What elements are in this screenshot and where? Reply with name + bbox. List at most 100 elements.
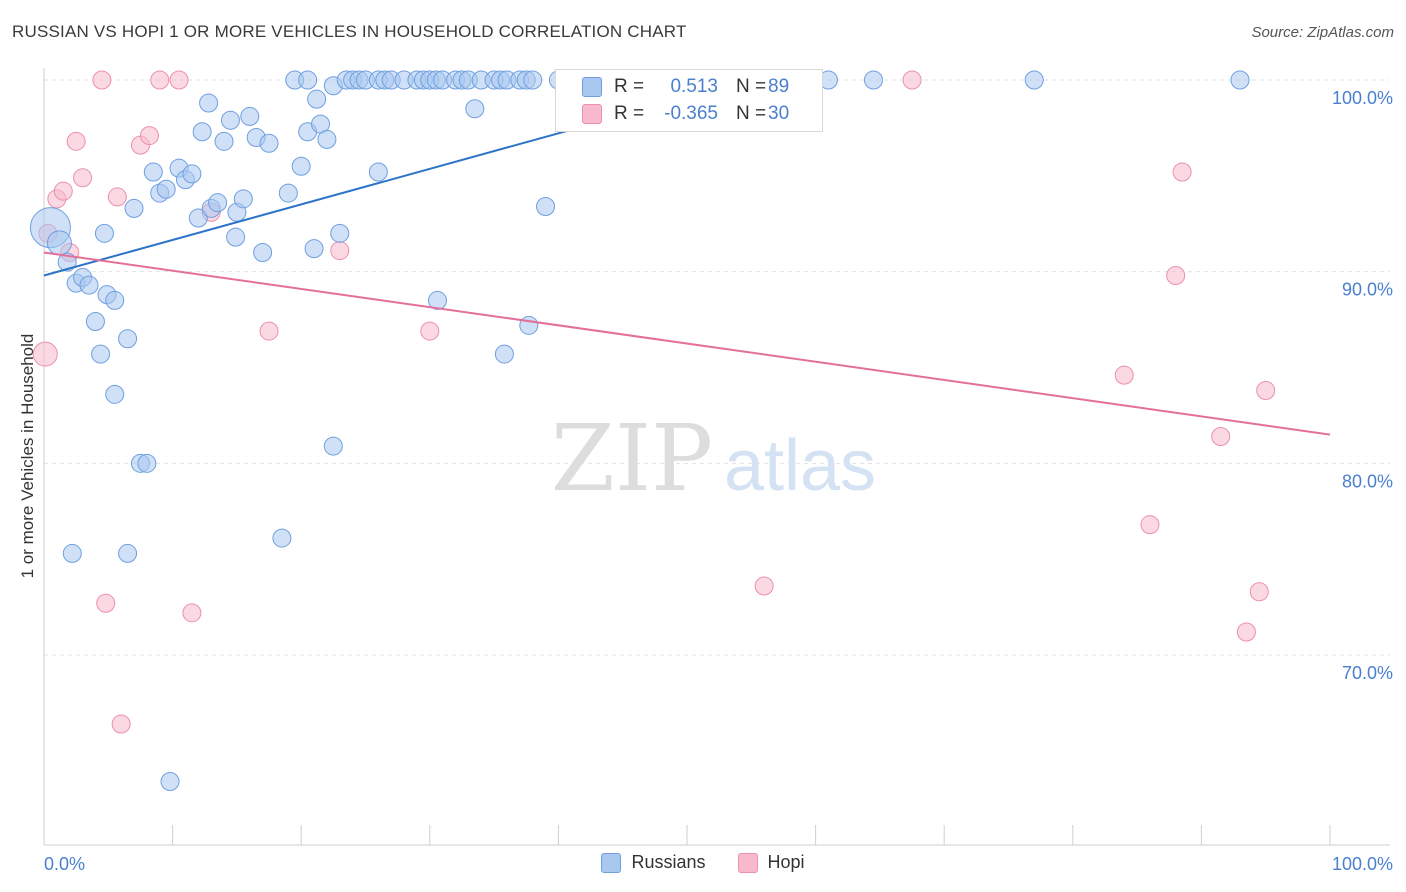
russian-point (494, 344, 514, 364)
y-tick-labels: 100.0% 90.0% 80.0% 70.0% (1332, 88, 1393, 683)
legend-row-russians: R = 0.513 N = 89 (556, 74, 789, 100)
hopi-points (32, 70, 1276, 734)
russian-point (182, 164, 202, 184)
source-label: Source: ZipAtlas.com (1251, 24, 1394, 41)
hopi-point (66, 131, 86, 151)
russian-point (317, 129, 337, 149)
russian-point (298, 70, 318, 90)
legend-swatch-hopi (737, 852, 758, 873)
russian-point (57, 252, 77, 272)
legend-r-label: R = (614, 103, 645, 124)
russian-point (233, 189, 253, 209)
russian-point (192, 122, 212, 142)
legend-r-value-russians: 0.513 (670, 76, 718, 97)
x-ticks (43, 825, 1331, 845)
russian-point (519, 315, 539, 335)
watermark-zip: ZIP (551, 405, 713, 512)
legend-n-value-hopi: 30 (768, 103, 790, 124)
hopi-point (169, 70, 189, 90)
hopi-point (32, 341, 58, 367)
legend-label-russians: Russians (631, 852, 706, 872)
russian-point (240, 106, 260, 126)
hopi-point (53, 181, 73, 201)
watermark: ZIP atlas (551, 405, 876, 512)
y-tick-label: 70.0% (1342, 663, 1393, 683)
legend-n-label: N = (736, 103, 767, 124)
russian-point (523, 70, 543, 90)
legend-swatch-hopi (582, 104, 602, 124)
hopi-point (96, 593, 116, 613)
y-tick-label: 80.0% (1342, 471, 1393, 491)
legend-row-hopi: R = -0.365 N = 30 (556, 101, 789, 127)
hopi-point (1114, 365, 1134, 385)
hopi-point (1256, 381, 1276, 400)
russian-point (160, 772, 180, 791)
hopi-point (1236, 622, 1256, 642)
legend-n-label: N = (736, 76, 767, 97)
russian-point (465, 99, 485, 119)
watermark-atlas: atlas (724, 426, 876, 506)
x-tick-label-min: 0.0% (44, 854, 85, 874)
axes (43, 68, 1390, 846)
x-tick-label-max: 100.0% (1332, 854, 1393, 874)
russian-point (1230, 70, 1250, 90)
russian-point (46, 230, 72, 256)
russian-point (226, 227, 246, 247)
hopi-point (1172, 162, 1192, 182)
russian-point (105, 384, 125, 404)
russian-point (863, 70, 883, 90)
hopi-point (330, 241, 350, 261)
y-tick-label: 100.0% (1332, 88, 1393, 108)
hopi-trend-line (43, 251, 1331, 436)
russian-point (259, 133, 279, 153)
hopi-point (73, 168, 93, 188)
russian-point (85, 312, 105, 331)
russian-point (94, 223, 114, 243)
hopi-point (182, 603, 202, 623)
hopi-point (1249, 582, 1269, 602)
legend-item-russians[interactable]: Russians (601, 852, 706, 873)
russian-point (323, 436, 343, 456)
russian-point (105, 290, 125, 310)
russian-point (137, 453, 157, 473)
russian-point (143, 162, 163, 182)
hopi-point (754, 576, 774, 596)
russian-point (62, 543, 82, 563)
russian-point (156, 179, 176, 199)
russian-point (272, 528, 292, 548)
chart-title: RUSSIAN VS HOPI 1 OR MORE VEHICLES IN HO… (12, 22, 687, 41)
hopi-point (1211, 427, 1231, 446)
hopi-point (139, 126, 159, 146)
legend-item-hopi[interactable]: Hopi (737, 852, 805, 873)
stats-legend: R = 0.513 N = 89 R = -0.365 N = 30 (555, 69, 823, 132)
russian-point (79, 275, 99, 295)
russian-point (118, 329, 138, 349)
russian-point (118, 543, 138, 563)
russian-point (199, 93, 219, 113)
y-axis-label: 1 or more Vehicles in Household (18, 333, 37, 579)
russian-point (536, 197, 556, 216)
russian-point (1024, 70, 1044, 90)
y-tick-label: 90.0% (1342, 280, 1393, 300)
russian-point (307, 89, 327, 109)
hopi-point (902, 70, 922, 90)
russian-point (188, 208, 208, 228)
hopi-point (107, 187, 127, 207)
russian-point (220, 110, 240, 130)
russian-point (428, 290, 448, 310)
hopi-point (111, 714, 131, 734)
russian-point (278, 183, 298, 203)
russian-point (291, 156, 311, 176)
hopi-point (150, 70, 170, 90)
hopi-point (259, 321, 279, 341)
hopi-point (420, 321, 440, 341)
russian-point (368, 162, 388, 182)
hopi-point (1140, 515, 1160, 535)
legend-r-label: R = (614, 76, 645, 97)
russian-point (214, 131, 234, 151)
series-legend: Russians Hopi (0, 852, 1406, 873)
legend-swatch-russians (601, 852, 622, 873)
hopi-point (92, 70, 112, 90)
russian-point (124, 198, 144, 218)
